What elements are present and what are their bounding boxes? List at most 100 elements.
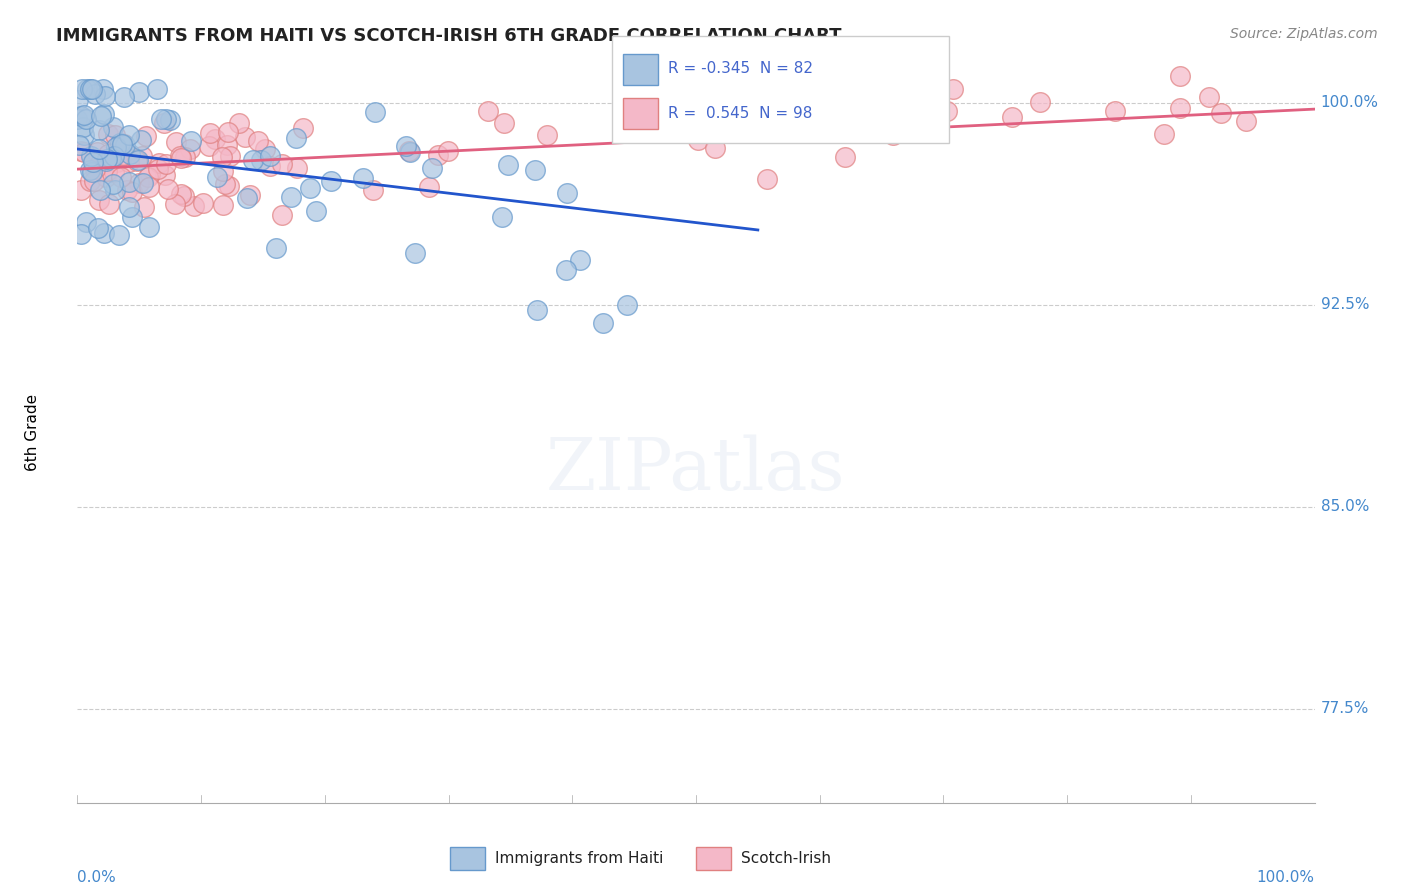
- Text: R = -0.345  N = 82: R = -0.345 N = 82: [668, 62, 813, 76]
- Point: [364, 104, 387, 119]
- Point: [321, 174, 343, 188]
- Point: [90, 109, 112, 123]
- Point: [121, 211, 143, 225]
- Text: Scotch-Irish: Scotch-Irish: [741, 852, 831, 866]
- Point: [159, 112, 181, 127]
- Point: [284, 130, 307, 145]
- Point: [239, 187, 262, 202]
- Point: [73, 128, 96, 142]
- Point: [115, 183, 138, 197]
- Point: [219, 148, 242, 162]
- Point: [569, 253, 592, 268]
- Point: [1209, 106, 1232, 120]
- Point: [125, 154, 148, 169]
- Point: [170, 151, 193, 165]
- Point: [67, 138, 90, 153]
- Point: [214, 177, 236, 191]
- Point: [70, 110, 93, 124]
- Point: [152, 116, 174, 130]
- Point: [103, 149, 125, 163]
- Point: [395, 139, 418, 153]
- Point: [305, 204, 328, 219]
- Point: [93, 157, 115, 171]
- Point: [491, 211, 513, 225]
- Point: [236, 191, 259, 205]
- Point: [86, 145, 108, 160]
- Point: [755, 172, 778, 186]
- Point: [82, 154, 104, 169]
- Point: [118, 155, 141, 169]
- Point: [93, 227, 115, 241]
- Point: [146, 161, 169, 176]
- Point: [212, 198, 235, 212]
- Point: [420, 161, 443, 175]
- Point: [477, 103, 499, 118]
- Point: [67, 93, 90, 107]
- Point: [87, 193, 110, 207]
- Point: [80, 164, 103, 178]
- Point: [555, 262, 578, 277]
- Text: 77.5%: 77.5%: [1320, 701, 1369, 716]
- Point: [204, 132, 226, 146]
- Point: [73, 145, 96, 159]
- Point: [616, 298, 638, 312]
- Point: [128, 86, 150, 100]
- Text: 6th Grade: 6th Grade: [25, 394, 41, 471]
- Point: [1153, 127, 1175, 141]
- Point: [97, 147, 120, 161]
- Point: [686, 133, 709, 147]
- Point: [352, 171, 374, 186]
- Point: [104, 183, 127, 197]
- Point: [271, 208, 294, 222]
- Text: IMMIGRANTS FROM HAITI VS SCOTCH-IRISH 6TH GRADE CORRELATION CHART: IMMIGRANTS FROM HAITI VS SCOTCH-IRISH 6T…: [56, 27, 842, 45]
- Point: [211, 151, 233, 165]
- Point: [110, 136, 132, 151]
- Point: [170, 186, 193, 201]
- Point: [592, 316, 614, 330]
- Point: [83, 174, 105, 188]
- Point: [70, 183, 93, 197]
- Point: [436, 144, 458, 158]
- Point: [427, 147, 450, 161]
- Point: [173, 189, 195, 203]
- Point: [404, 245, 426, 260]
- Point: [363, 183, 385, 197]
- Point: [169, 148, 191, 162]
- Point: [942, 82, 965, 96]
- Point: [79, 174, 101, 188]
- Point: [250, 153, 273, 167]
- Point: [69, 227, 91, 241]
- Point: [215, 138, 238, 153]
- Point: [96, 170, 118, 185]
- Point: [526, 303, 548, 318]
- Point: [271, 157, 294, 171]
- Text: 92.5%: 92.5%: [1320, 297, 1369, 312]
- Point: [97, 127, 120, 141]
- Point: [105, 155, 128, 169]
- Point: [179, 142, 201, 156]
- Text: 100.0%: 100.0%: [1257, 870, 1315, 885]
- Point: [103, 164, 125, 178]
- Point: [129, 132, 152, 146]
- Point: [242, 153, 264, 167]
- Point: [150, 112, 173, 127]
- Point: [834, 150, 856, 164]
- Point: [110, 170, 132, 185]
- Point: [87, 220, 110, 235]
- Point: [264, 241, 287, 255]
- Point: [1234, 114, 1257, 128]
- Point: [89, 143, 111, 157]
- Point: [131, 149, 153, 163]
- Point: [66, 112, 89, 127]
- Point: [96, 164, 118, 178]
- Point: [228, 116, 250, 130]
- Point: [1198, 90, 1220, 104]
- Point: [398, 144, 420, 158]
- Point: [76, 82, 98, 96]
- Point: [399, 145, 422, 160]
- Point: [91, 82, 114, 96]
- Point: [191, 196, 214, 211]
- Point: [97, 196, 120, 211]
- Point: [108, 228, 131, 243]
- Point: [138, 179, 160, 194]
